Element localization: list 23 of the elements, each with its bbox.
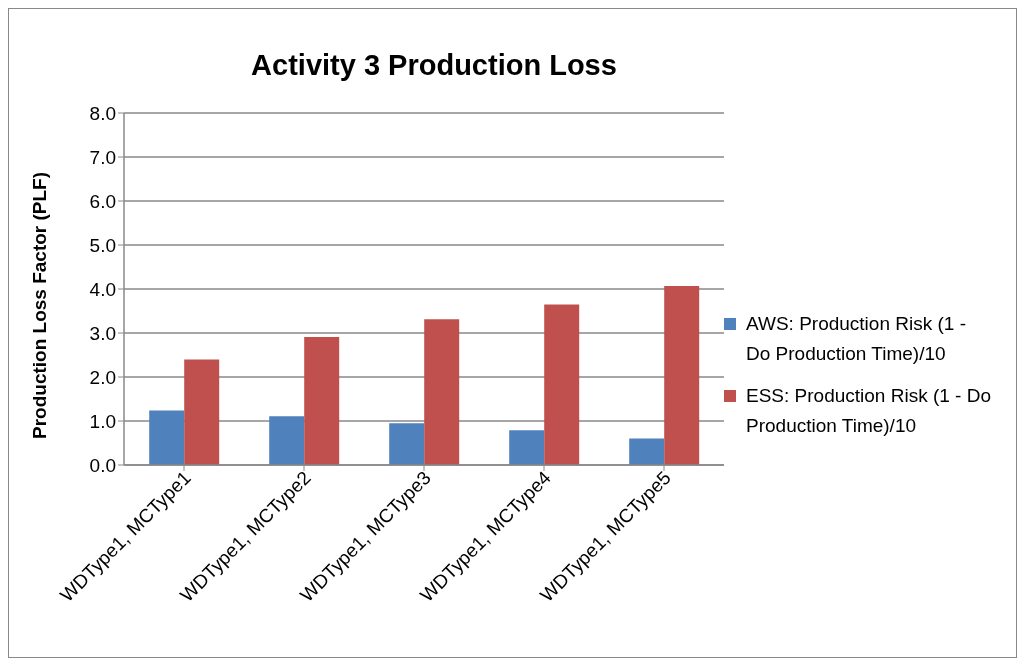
bar bbox=[149, 410, 185, 465]
y-tick-label: 4.0 bbox=[89, 278, 116, 300]
bar bbox=[184, 359, 220, 465]
y-axis-title: Production Loss Factor (PLF) bbox=[28, 171, 50, 439]
bar bbox=[664, 285, 700, 465]
chart-title: Activity 3 Production Loss bbox=[250, 49, 618, 82]
y-tick-label: 7.0 bbox=[89, 146, 116, 168]
y-tick-label: 3.0 bbox=[89, 322, 116, 344]
bar bbox=[509, 430, 545, 465]
y-tick-label: 0.0 bbox=[89, 454, 116, 476]
y-tick-label: 2.0 bbox=[89, 366, 116, 388]
bar bbox=[424, 319, 460, 465]
y-tick-label: 6.0 bbox=[89, 190, 116, 212]
bar bbox=[629, 438, 665, 465]
y-tick-label: 8.0 bbox=[89, 102, 116, 124]
bar bbox=[304, 336, 340, 465]
y-tick-label: 1.0 bbox=[89, 410, 116, 432]
legend-label: AWS: Production Risk (1 - Do Production Time)/10 bbox=[746, 312, 967, 366]
legend-label: ESS: Production Risk (1 - Do Production Time)/10 bbox=[746, 384, 992, 438]
bar bbox=[389, 423, 425, 465]
bar bbox=[269, 416, 305, 465]
y-tick-label: 5.0 bbox=[89, 234, 116, 256]
bar bbox=[544, 304, 580, 465]
